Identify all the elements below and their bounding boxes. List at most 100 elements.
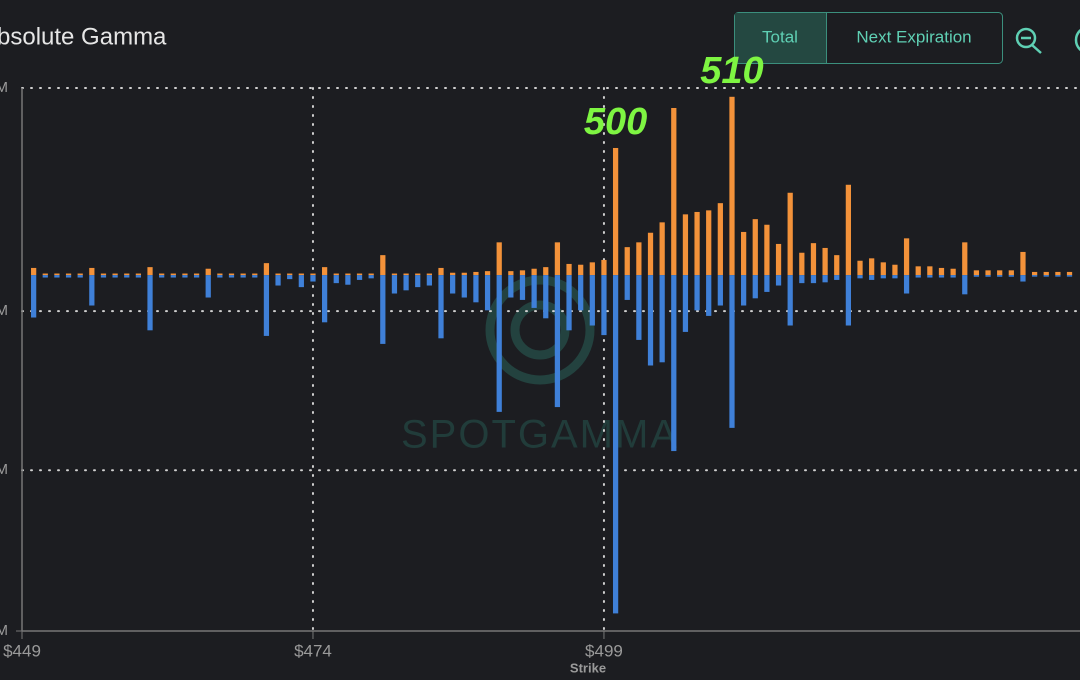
bar <box>135 275 142 278</box>
bar <box>647 275 654 366</box>
button-label[interactable]: Total <box>762 27 798 46</box>
bar <box>496 275 502 412</box>
bar <box>415 273 421 276</box>
bar <box>438 275 444 339</box>
bar <box>834 275 840 280</box>
bar <box>31 267 37 276</box>
reset-icon[interactable] <box>1074 27 1080 53</box>
bar <box>426 275 432 286</box>
bar <box>473 275 479 303</box>
bar <box>473 271 479 276</box>
bar <box>554 275 561 408</box>
bar <box>252 273 258 276</box>
bar <box>741 231 747 276</box>
bar <box>1055 271 1061 276</box>
bar <box>403 275 409 291</box>
x-tick-label: $474 <box>294 641 332 660</box>
bar <box>869 258 875 276</box>
bar <box>566 263 572 276</box>
bar <box>950 268 956 276</box>
bar <box>310 275 316 282</box>
bar <box>671 275 677 452</box>
bar <box>927 275 933 278</box>
bar <box>612 147 619 276</box>
bar <box>228 273 235 276</box>
bar <box>799 252 805 276</box>
button-label[interactable]: Next Expiration <box>856 27 971 46</box>
annotation: 500 <box>584 101 647 143</box>
bar <box>694 275 700 311</box>
bar <box>159 273 165 276</box>
bar <box>124 275 130 278</box>
bar <box>787 192 793 276</box>
bar <box>799 275 805 284</box>
bar <box>263 275 270 336</box>
bar <box>508 275 514 298</box>
bar <box>717 203 723 276</box>
bar <box>240 275 246 278</box>
bar <box>589 262 595 276</box>
bar <box>729 275 735 428</box>
bar <box>834 255 840 276</box>
bar <box>892 264 898 276</box>
bar <box>147 275 153 331</box>
bar <box>100 275 107 278</box>
bar <box>345 275 351 285</box>
bar <box>112 273 118 276</box>
bar <box>764 224 770 276</box>
x-tick-label: $499 <box>585 641 623 660</box>
x-tick-label: $449 <box>3 641 41 660</box>
bar <box>368 273 374 276</box>
bar <box>205 268 211 276</box>
bar <box>903 238 910 276</box>
zoom-icon[interactable] <box>1015 27 1042 54</box>
bar <box>287 273 293 276</box>
bar <box>775 243 782 276</box>
bar <box>822 275 828 283</box>
bar <box>1031 271 1038 276</box>
bar <box>682 214 689 276</box>
bar <box>694 211 700 276</box>
bar <box>531 275 537 308</box>
bar <box>706 275 712 316</box>
bar <box>659 222 665 276</box>
bar <box>938 267 945 276</box>
bar <box>880 275 886 279</box>
bar <box>624 247 630 276</box>
bar <box>647 232 654 276</box>
bar <box>287 275 293 280</box>
bar <box>217 275 223 278</box>
bar <box>438 267 444 276</box>
y-tick-label: M <box>0 302 8 319</box>
bar <box>741 275 747 306</box>
bar <box>845 184 851 276</box>
bar <box>752 219 758 276</box>
bar <box>531 268 537 276</box>
bar <box>484 275 491 311</box>
bar <box>1055 275 1061 277</box>
bar <box>426 273 432 276</box>
bar <box>554 242 561 276</box>
bar <box>624 275 630 300</box>
bar <box>333 275 339 284</box>
bar <box>589 275 595 326</box>
bar <box>997 270 1003 276</box>
bar <box>659 275 665 363</box>
bar <box>54 275 60 278</box>
annotation: 510 <box>700 50 763 92</box>
bar <box>1031 275 1038 277</box>
bar <box>31 275 37 318</box>
bar <box>787 275 793 326</box>
bar <box>89 275 95 306</box>
bar <box>170 273 176 276</box>
bar <box>65 273 72 276</box>
button-total[interactable] <box>735 13 826 63</box>
bar <box>822 247 828 276</box>
bar <box>601 259 607 276</box>
bar <box>1043 271 1049 276</box>
bar <box>275 275 281 286</box>
bar <box>950 275 956 278</box>
bar <box>391 275 398 294</box>
bar <box>973 275 980 277</box>
